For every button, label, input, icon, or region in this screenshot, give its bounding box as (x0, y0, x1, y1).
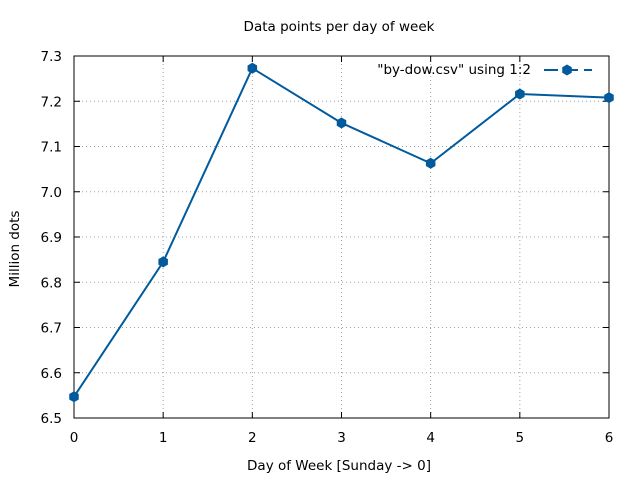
y-tick-label: 7.0 (41, 185, 62, 201)
legend-marker (562, 64, 572, 76)
legend: "by-dow.csv" using 1:2 (377, 62, 592, 78)
x-tick-label: 6 (605, 430, 614, 446)
data-point (604, 92, 614, 104)
x-tick-label: 1 (159, 430, 168, 446)
data-point (247, 62, 258, 74)
legend-sample-by-dow (544, 64, 592, 76)
data-point (425, 157, 436, 169)
series-by-dow (69, 62, 614, 403)
y-tick-label: 7.1 (41, 140, 62, 156)
y-tick-label: 6.9 (41, 230, 62, 246)
y-axis: 6.5 6.6 6.7 6.8 6.9 7.0 7.1 7.2 7.3 (41, 49, 609, 427)
x-tick-label: 4 (426, 430, 435, 446)
data-point (158, 256, 168, 268)
y-tick-label: 6.8 (41, 275, 62, 291)
grid (74, 56, 609, 418)
y-tick-label: 7.3 (41, 49, 62, 65)
x-tick-label: 5 (516, 430, 525, 446)
data-point (336, 117, 347, 129)
chart-title: Data points per day of week (244, 19, 435, 35)
data-point (69, 391, 79, 403)
y-tick-label: 6.5 (41, 411, 62, 427)
data-point (515, 88, 525, 100)
x-tick-label: 0 (70, 430, 79, 446)
legend-label-by-dow: "by-dow.csv" using 1:2 (377, 62, 531, 78)
x-axis: 0 1 2 3 4 5 6 (70, 56, 614, 446)
x-tick-label: 3 (337, 430, 346, 446)
y-tick-label: 6.6 (41, 366, 62, 382)
x-axis-label: Day of Week [Sunday -> 0] (247, 458, 431, 474)
x-tick-label: 2 (248, 430, 257, 446)
y-tick-label: 6.7 (41, 321, 62, 337)
y-tick-label: 7.2 (41, 94, 62, 110)
y-axis-label: Million dots (7, 211, 23, 288)
